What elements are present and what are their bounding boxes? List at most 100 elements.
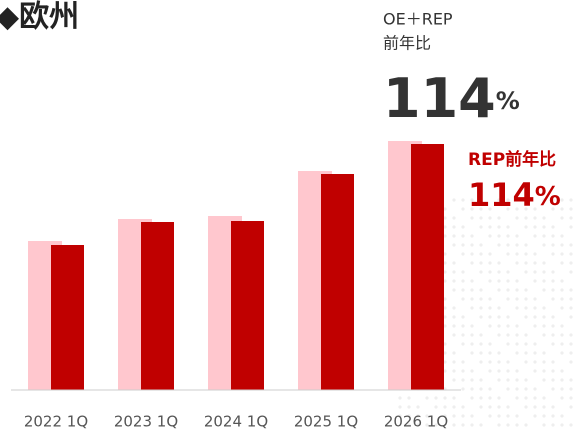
dot: [488, 360, 492, 364]
dot: [452, 333, 456, 337]
dot: [560, 378, 564, 382]
dot: [560, 234, 564, 238]
dot: [452, 234, 456, 238]
dot: [515, 306, 519, 310]
dot: [506, 324, 510, 328]
dot: [533, 261, 537, 265]
dot: [479, 333, 483, 337]
dot: [542, 306, 546, 310]
dot: [461, 423, 465, 427]
dot: [407, 405, 411, 409]
dot: [470, 396, 474, 400]
dot: [443, 252, 447, 256]
x-tick-label: 2022 1Q: [24, 413, 88, 431]
dot: [479, 405, 483, 409]
dot: [542, 360, 546, 364]
dot: [533, 297, 537, 301]
dot: [488, 225, 492, 229]
dot: [497, 216, 501, 220]
dot: [533, 324, 537, 328]
dot: [524, 387, 528, 391]
dot: [488, 270, 492, 274]
dot: [506, 297, 510, 301]
dot: [542, 261, 546, 265]
dot: [470, 369, 474, 373]
dot: [560, 297, 564, 301]
dot: [506, 315, 510, 319]
dot: [497, 279, 501, 283]
dot: [461, 324, 465, 328]
dot: [434, 396, 438, 400]
dot: [542, 279, 546, 283]
dot: [470, 342, 474, 346]
dot: [479, 297, 483, 301]
dot: [470, 306, 474, 310]
dot: [533, 351, 537, 355]
dot: [470, 216, 474, 220]
dot: [560, 279, 564, 283]
dot: [542, 234, 546, 238]
dot: [533, 225, 537, 229]
dot: [461, 288, 465, 292]
dot: [506, 225, 510, 229]
dot: [488, 414, 492, 418]
dot: [524, 252, 528, 256]
dot: [425, 396, 429, 400]
dot: [560, 387, 564, 391]
dot: [569, 261, 573, 265]
dot: [488, 387, 492, 391]
dot: [533, 396, 537, 400]
dot: [479, 387, 483, 391]
dot: [569, 297, 573, 301]
dot: [461, 369, 465, 373]
dot: [515, 252, 519, 256]
dot: [488, 396, 492, 400]
dot: [479, 315, 483, 319]
dot: [524, 261, 528, 265]
dot: [533, 405, 537, 409]
dot: [560, 261, 564, 265]
dot: [479, 270, 483, 274]
dot: [515, 288, 519, 292]
dot: [515, 261, 519, 265]
dot: [443, 279, 447, 283]
dot: [515, 297, 519, 301]
dot: [461, 270, 465, 274]
dot: [542, 225, 546, 229]
dot: [443, 315, 447, 319]
dot: [407, 396, 411, 400]
dot: [506, 243, 510, 247]
dot: [479, 216, 483, 220]
dot: [479, 342, 483, 346]
dot: [560, 216, 564, 220]
dot: [497, 225, 501, 229]
dot: [515, 234, 519, 238]
dot: [542, 378, 546, 382]
dot: [452, 243, 456, 247]
dot: [506, 414, 510, 418]
dot: [569, 252, 573, 256]
dot: [452, 378, 456, 382]
dot: [443, 270, 447, 274]
dot: [524, 225, 528, 229]
x-tick-label: 2025 1Q: [294, 413, 358, 431]
annotation-value: 114%: [468, 176, 561, 214]
dot: [461, 414, 465, 418]
dot: [488, 216, 492, 220]
dot: [452, 198, 456, 202]
dot: [479, 351, 483, 355]
dot: [461, 405, 465, 409]
annotation: 前年比: [383, 34, 431, 53]
dot: [524, 333, 528, 337]
dot: [533, 306, 537, 310]
dot: [452, 405, 456, 409]
dot: [515, 423, 519, 427]
unit: %: [496, 87, 520, 115]
dot: [497, 324, 501, 328]
dot: [533, 387, 537, 391]
dot: [524, 360, 528, 364]
dot: [524, 243, 528, 247]
dot: [434, 405, 438, 409]
dot: [533, 360, 537, 364]
